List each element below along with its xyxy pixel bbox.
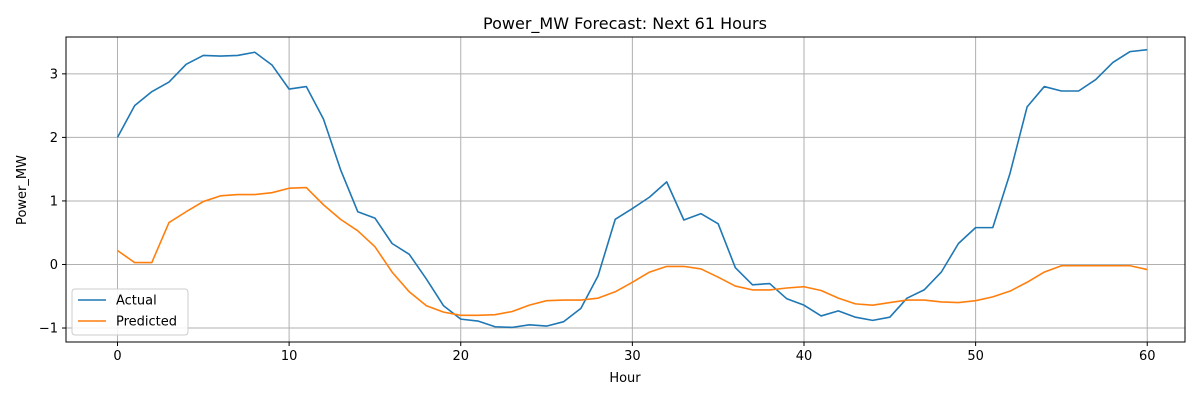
y-tick-label: −1 bbox=[39, 322, 58, 337]
x-tick-label: 30 bbox=[624, 349, 641, 364]
x-tick-label: 40 bbox=[796, 349, 813, 364]
series-lines bbox=[116, 48, 1148, 329]
y-tick-label: 3 bbox=[50, 67, 58, 82]
x-tick-label: 10 bbox=[281, 349, 298, 364]
y-axis-ticks: −1 0 1 2 3 bbox=[39, 67, 66, 337]
series-line-predicted bbox=[117, 186, 1148, 317]
y-tick-label: 2 bbox=[50, 131, 58, 146]
x-tick-label: 60 bbox=[1139, 349, 1156, 364]
x-axis-ticks: 0 10 20 30 40 50 60 bbox=[113, 342, 1156, 364]
y-tick-label: 0 bbox=[50, 258, 58, 273]
legend: Actual Predicted bbox=[71, 288, 189, 336]
x-axis-label: Hour bbox=[609, 371, 641, 386]
series-line-actual bbox=[116, 48, 1148, 329]
grid-lines bbox=[66, 37, 1185, 342]
legend-label-actual: Actual bbox=[116, 294, 157, 309]
x-tick-label: 20 bbox=[452, 349, 469, 364]
plot-area-frame bbox=[65, 36, 1186, 343]
legend-label-predicted: Predicted bbox=[116, 315, 177, 330]
chart-title: Power_MW Forecast: Next 61 Hours bbox=[483, 14, 767, 34]
x-tick-label: 0 bbox=[113, 349, 121, 364]
y-tick-label: 1 bbox=[50, 194, 58, 209]
y-axis-label: Power_MW bbox=[15, 155, 30, 225]
x-tick-label: 50 bbox=[967, 349, 984, 364]
